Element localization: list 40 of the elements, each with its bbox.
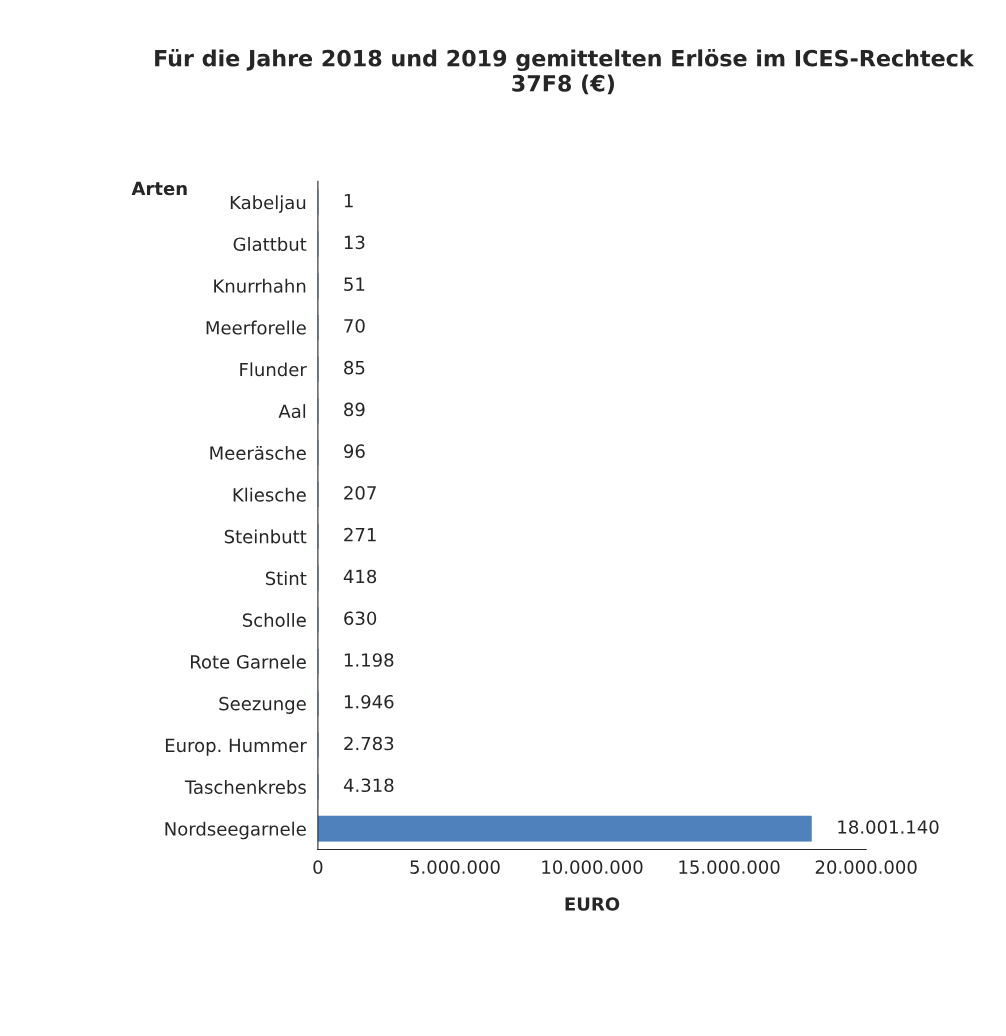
y-tick-label: Meeräsche [210,445,306,460]
data-label: 89 [344,402,365,417]
chart-title: Für die Jahre 2018 und 2019 gemittelten Erlöse im ICES-Rechteck 37F8 (€) [155,49,975,95]
y-tick-label: Stint [265,571,307,586]
y-tick-label: Glattbut [233,237,307,252]
y-tick-label: Meerforelle [206,320,306,335]
y-tick-label: Europ. Hummer [165,738,307,756]
y-tick-label: Nordseegarnele [165,821,306,840]
y-axis-title: Arten [131,181,187,196]
data-label: 51 [344,277,365,291]
y-tick-label: Rote Garnele [191,654,306,669]
data-label: 18.001.140 [838,820,939,834]
y-tick-label: Steinbutt [224,529,307,544]
y-tick-label: Aal [278,404,306,419]
data-label: 271 [344,527,376,542]
data-label: 13 [344,235,365,250]
data-label: 1.198 [344,653,394,667]
data-label: 630 [344,611,377,626]
y-tick-label: Kabeljau [230,195,306,213]
x-tick-label: 5.000.000 [410,860,500,874]
data-label: 4.318 [343,778,394,793]
x-tick-label: 20.000.000 [815,860,917,874]
y-tick-label: Scholle [242,612,306,627]
x-axis-title: EURO [565,897,620,911]
data-label: 70 [344,319,365,333]
data-label: 2.783 [344,736,394,751]
x-tick-label: 10.000.000 [542,860,643,874]
data-label: 418 [343,569,377,584]
data-label: 85 [344,360,365,375]
y-tick-label: Knurrhahn [214,278,306,293]
data-label: 207 [344,486,376,500]
y-tick-label: Seezunge [219,696,306,714]
y-tick-label: Taschenkrebs [184,780,306,794]
x-tick-label: 15.000.000 [679,860,780,874]
data-label: 1 [344,194,353,208]
x-tick-label: 0 [313,860,323,874]
y-tick-label: Kliesche [233,487,306,502]
data-label: 1.946 [344,694,394,709]
y-tick-label: Flunder [240,362,307,377]
data-label: 96 [344,444,365,458]
